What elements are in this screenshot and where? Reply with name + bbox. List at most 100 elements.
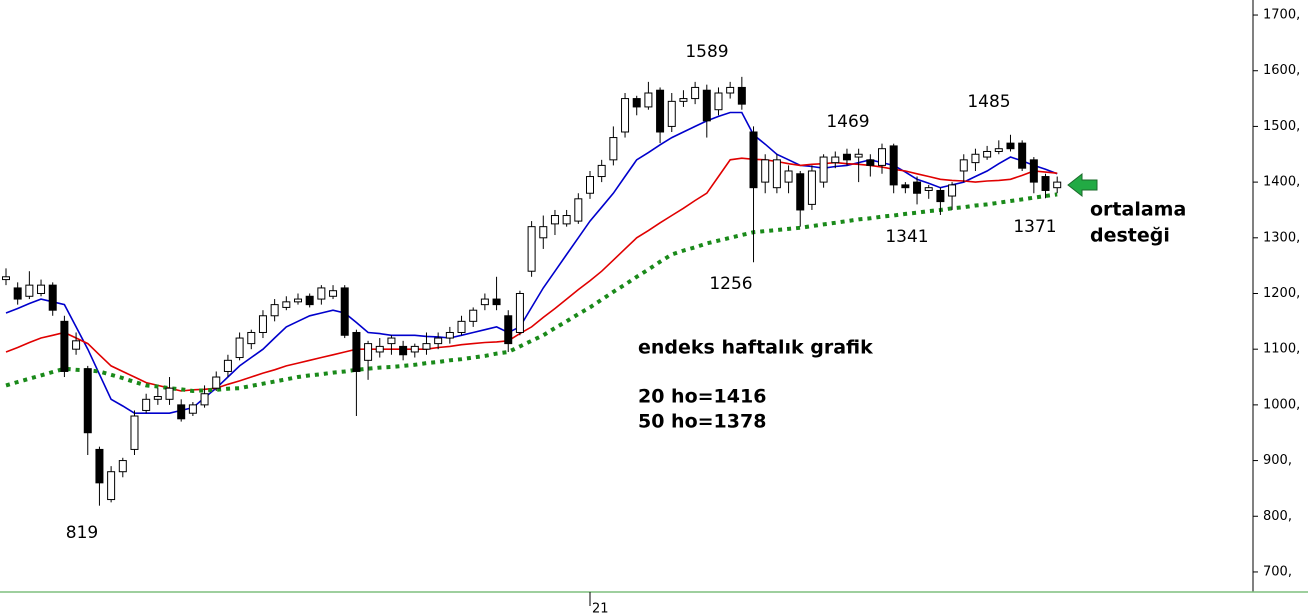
y-tick-label: 1500, (1263, 119, 1300, 134)
candle-body (854, 153, 863, 158)
candle-body (679, 98, 688, 102)
candle-body (107, 471, 116, 501)
candle-body (410, 345, 419, 353)
candle-body (247, 331, 256, 345)
candle-body (539, 226, 548, 239)
candle-body (550, 215, 559, 225)
candle-body (1053, 181, 1062, 189)
support-arrow (1067, 172, 1098, 198)
candle-body (340, 287, 349, 336)
candle-body (737, 86, 746, 105)
candle-body (936, 189, 945, 203)
candle-body (270, 304, 279, 317)
candle-body (878, 148, 886, 166)
y-tick-label: 1000, (1263, 397, 1300, 412)
candle-body (130, 415, 139, 450)
y-tick-label: 700, (1263, 564, 1292, 579)
candle-body (515, 292, 524, 333)
y-tick-label: 1300, (1263, 230, 1300, 245)
candle-body (434, 337, 443, 345)
candle-body (177, 404, 186, 420)
candle-body (399, 345, 408, 356)
candle-body (819, 156, 828, 183)
y-tick-label: 1700, (1263, 8, 1300, 23)
candle-body (527, 226, 536, 272)
candle-body (597, 164, 606, 178)
candle-body (504, 315, 513, 345)
annotation: 1485 (967, 92, 1010, 112)
candle-body (258, 315, 267, 333)
candle-body (749, 131, 758, 189)
candle-body (492, 298, 501, 306)
candle-body (901, 184, 910, 189)
candle-body (924, 187, 933, 191)
annotation: 1256 (709, 274, 752, 294)
y-tick-label: 1400, (1263, 175, 1300, 190)
candle-body (25, 284, 34, 297)
candle-body (714, 92, 723, 111)
candle-body (866, 159, 875, 166)
support-label: desteği (1090, 225, 1170, 247)
candle-body (772, 159, 781, 189)
candle-body (1006, 142, 1015, 150)
candle-body (644, 92, 653, 108)
candle-body (621, 98, 630, 133)
candle-body (422, 343, 431, 350)
candle-body (726, 86, 735, 94)
candle-body (842, 153, 851, 161)
y-tick-label: 1200, (1263, 286, 1300, 301)
candle-body (784, 170, 793, 183)
candle-body (948, 184, 957, 197)
candle-body (387, 337, 396, 345)
candle-body (223, 359, 232, 372)
candle-body (305, 295, 314, 306)
candle-body (994, 148, 1003, 152)
candle-body (165, 387, 174, 400)
candle-body (282, 301, 291, 308)
support-label: ortalama (1090, 199, 1186, 221)
candle-body (971, 153, 980, 164)
candle-body (632, 98, 641, 108)
annotation: 819 (66, 523, 98, 543)
candle-body (586, 176, 594, 194)
candle-body (2, 276, 10, 281)
candle-body (1041, 176, 1050, 191)
candle-body (796, 173, 805, 211)
y-tick-label: 1100, (1263, 342, 1300, 357)
candle-body (702, 89, 711, 122)
y-tick-label: 900, (1263, 453, 1292, 468)
y-tick-label: 800, (1263, 509, 1292, 524)
candle-body (609, 137, 618, 161)
candle-body (60, 320, 69, 372)
candle-body (188, 404, 197, 414)
candle-body (294, 298, 302, 303)
candle-body (691, 86, 700, 100)
annotation: 1371 (1013, 217, 1056, 237)
candle-body (364, 343, 373, 361)
candle-body (656, 89, 665, 133)
candle-body (667, 100, 676, 127)
candle-body (95, 448, 104, 484)
candle-body (352, 331, 361, 372)
x-tick-label: 21 (592, 602, 609, 616)
annotation: 1341 (885, 227, 928, 247)
annotation: 1469 (826, 112, 869, 132)
candle-body (13, 287, 22, 300)
annotation: 1589 (685, 42, 728, 62)
candle-body (457, 320, 466, 333)
candle-body (889, 145, 898, 186)
candle-body (807, 170, 816, 205)
candle-body (913, 181, 922, 194)
candle-body (200, 393, 209, 406)
candle-body (37, 284, 46, 294)
candle-body (83, 368, 92, 434)
candle-body (562, 215, 571, 225)
candle-body (959, 159, 968, 172)
candle-body (574, 198, 583, 222)
candle-body (212, 376, 221, 389)
candle-body (469, 309, 478, 322)
note: 50 ho=1378 (638, 411, 766, 433)
candle-body (153, 396, 162, 400)
